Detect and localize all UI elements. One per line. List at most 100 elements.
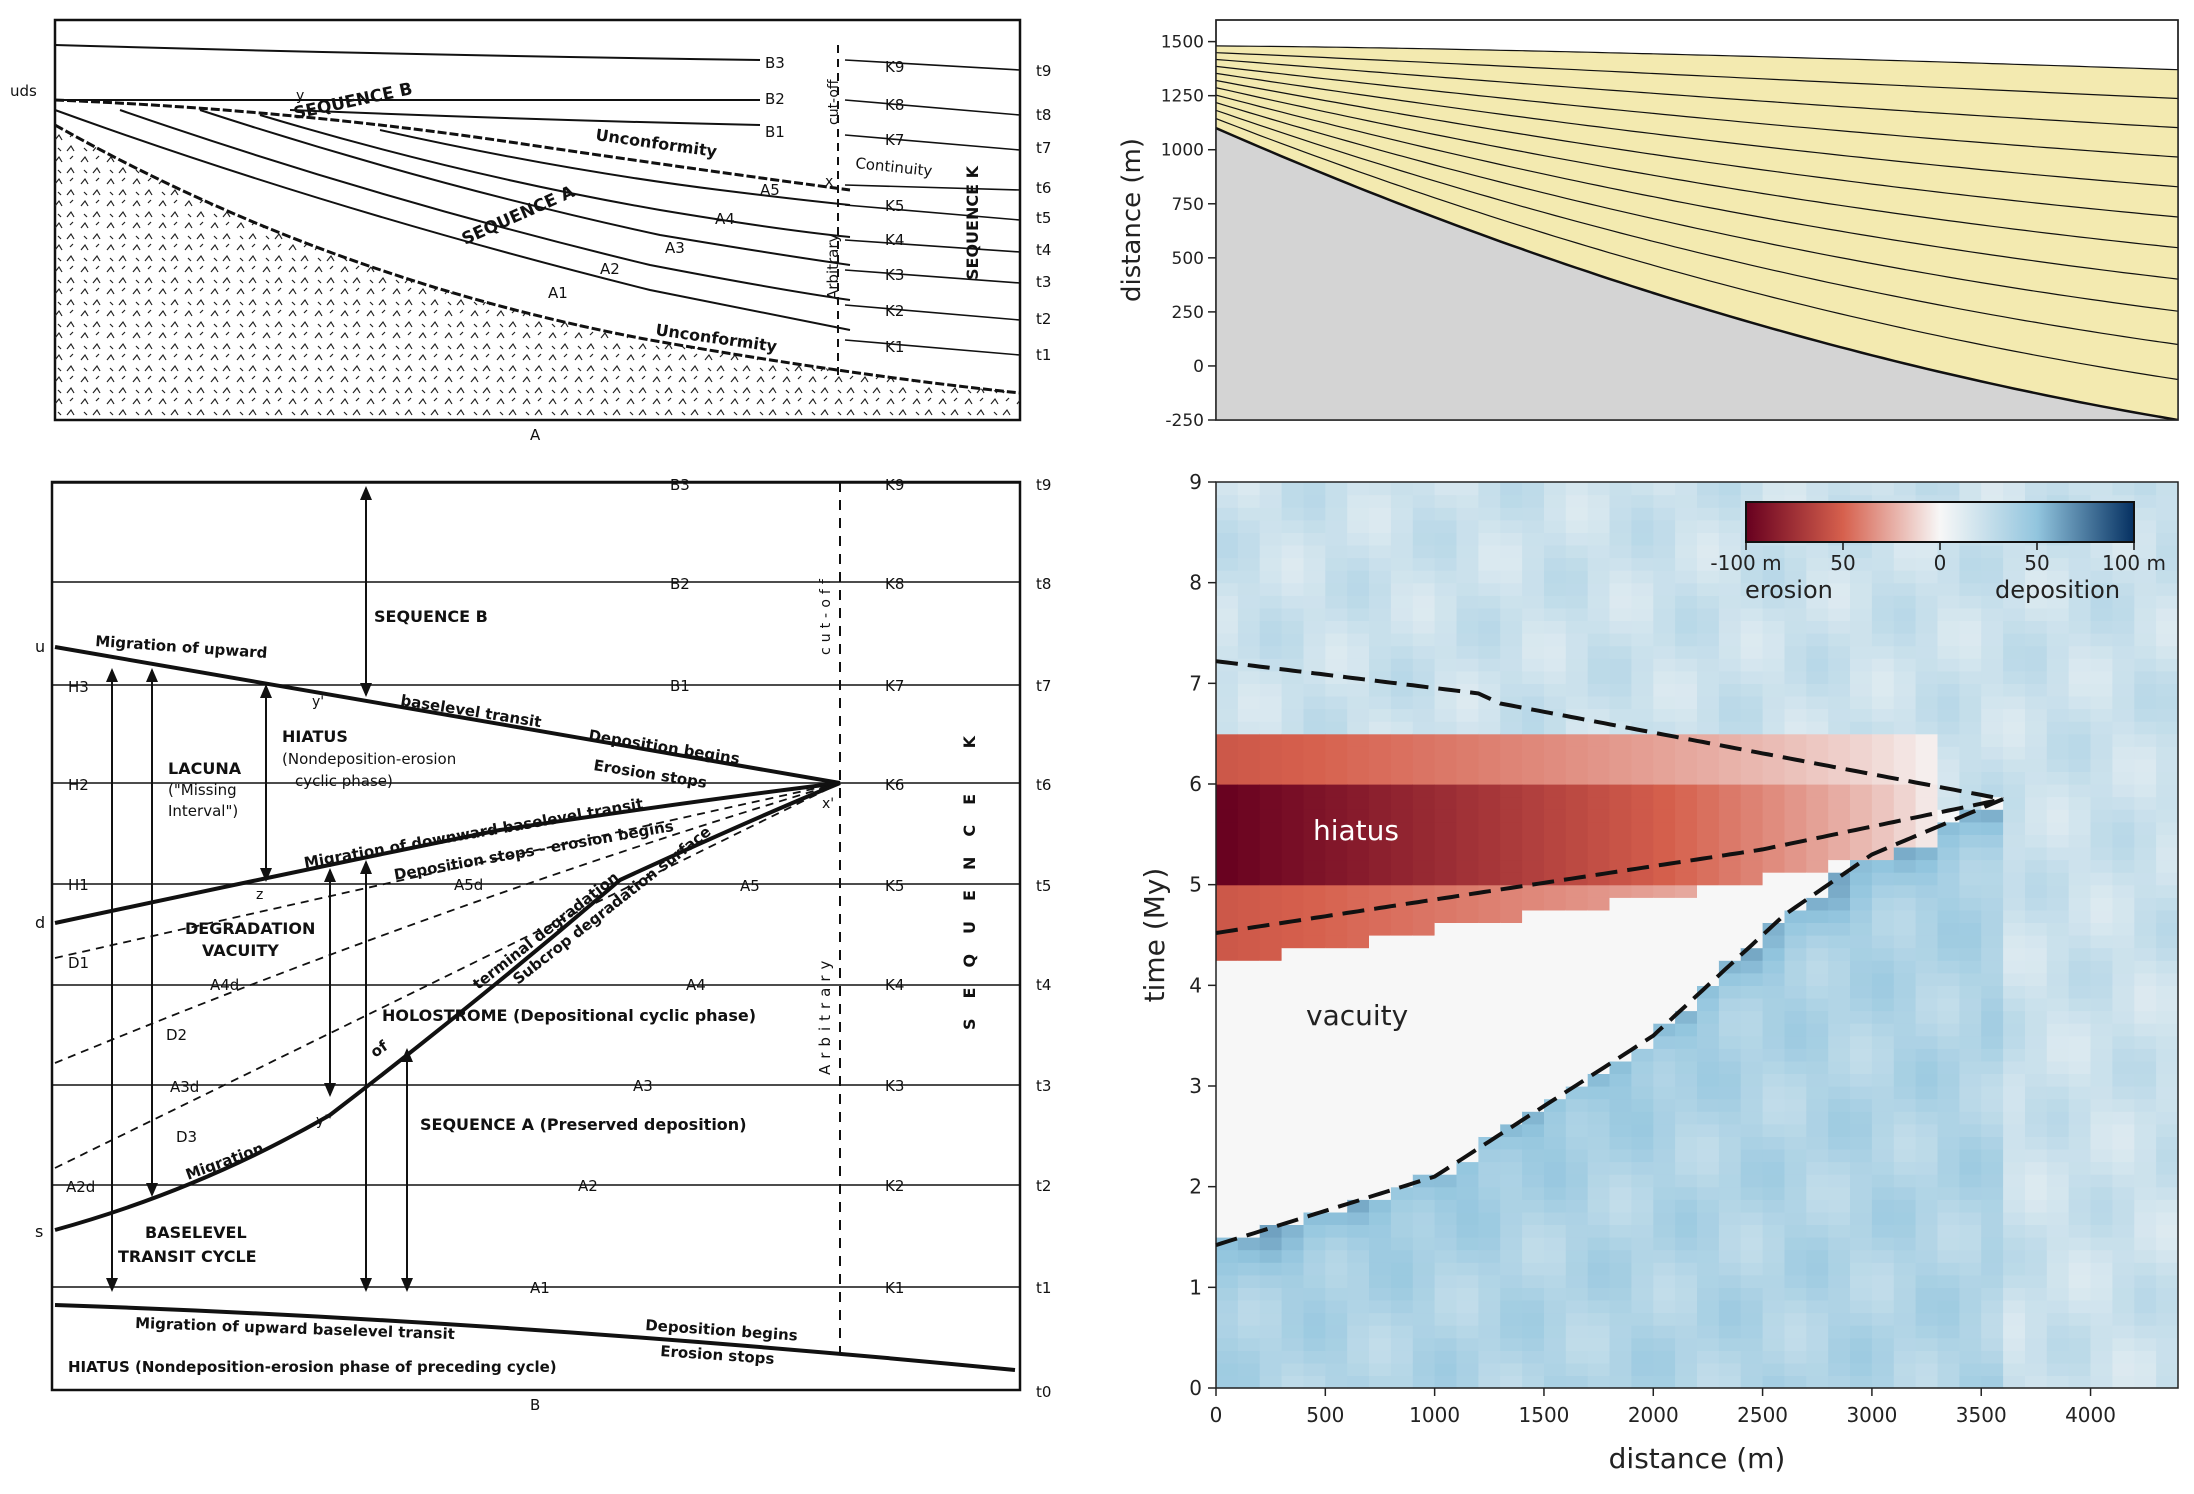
- heatmap-cell: [1412, 1186, 1436, 1200]
- heatmap-cell: [1981, 607, 2004, 621]
- heatmap-cell: [2003, 746, 2026, 760]
- heatmap-cell: [2134, 1262, 2157, 1276]
- heatmap-cell: [2156, 1186, 2179, 1200]
- heatmap-cell: [1587, 834, 1611, 848]
- heatmap-cell: [1784, 997, 1807, 1012]
- panel-b-a4-label: A4: [686, 976, 706, 994]
- heatmap-cell: [1565, 922, 1589, 936]
- heatmap-cell: [1784, 1186, 1807, 1200]
- heatmap-cell: [1565, 557, 1589, 571]
- heatmap-cell: [1390, 897, 1414, 911]
- heatmap-cell: [1390, 1224, 1414, 1238]
- heatmap-cell: [1893, 1086, 1917, 1100]
- heatmap-cell: [1369, 507, 1392, 521]
- heatmap-cell: [1893, 784, 1917, 798]
- heatmap-cell: [1325, 985, 1348, 999]
- heatmap-cell: [1434, 972, 1458, 986]
- heatmap-cell: [1390, 1312, 1414, 1326]
- heatmap-cell: [1565, 909, 1589, 923]
- heatmap-cell: [1434, 670, 1458, 684]
- heatmap-cell: [1565, 1287, 1589, 1301]
- heatmap-cell: [2068, 733, 2092, 747]
- heatmap-cell: [1959, 708, 1982, 722]
- heatmap-cell: [2112, 1048, 2135, 1062]
- heatmap-cell: [2112, 633, 2135, 647]
- heatmap-cell: [1937, 708, 1960, 722]
- heatmap-cell: [1828, 557, 1851, 571]
- heatmap-cell: [1565, 633, 1589, 647]
- heatmap-cell: [1412, 645, 1436, 659]
- heatmap-cell: [1893, 922, 1917, 936]
- heatmap-cell: [1565, 1337, 1589, 1351]
- heatmap-cell: [1544, 1337, 1567, 1351]
- heatmap-cell: [2112, 859, 2135, 873]
- heatmap-cell: [1893, 1161, 1917, 1175]
- heatmap-cell: [1653, 1098, 1676, 1112]
- heatmap-cell: [1478, 1211, 1501, 1225]
- heatmap-cell: [2134, 532, 2157, 546]
- heatmap-cell: [1216, 570, 1239, 584]
- heatmap-cell: [2068, 1299, 2092, 1314]
- heatmap-cell: [1259, 1098, 1283, 1112]
- heatmap-cell: [1347, 607, 1370, 621]
- heatmap-cell: [1850, 544, 1873, 559]
- heatmap-cell: [1609, 658, 1632, 672]
- heatmap-cell: [1237, 557, 1261, 571]
- heatmap-cell: [1609, 1299, 1632, 1314]
- heatmap-cell: [1915, 1274, 1939, 1288]
- heatmap-cell: [1959, 658, 1982, 672]
- heatmap-cell: [2003, 620, 2026, 634]
- heatmap-cell: [1456, 922, 1479, 936]
- heatmap-cell: [1893, 1262, 1917, 1276]
- heatmap-cell: [2068, 1337, 2092, 1351]
- heatmap-cell: [1369, 985, 1392, 999]
- heatmap-cell: [1871, 821, 1895, 835]
- heatmap-cell: [1981, 1048, 2004, 1062]
- heatmap-ytick-label: 0: [1189, 1376, 1202, 1400]
- cross-section-ytick-label: 0: [1193, 357, 1204, 377]
- heatmap-cell: [1740, 733, 1764, 747]
- heatmap-cell: [1412, 972, 1436, 986]
- heatmap-cell: [1544, 846, 1567, 861]
- heatmap-cell: [1216, 1174, 1239, 1188]
- heatmap-cell: [1762, 633, 1786, 647]
- heatmap-cell: [1565, 607, 1589, 621]
- heatmap-cell: [1347, 972, 1370, 986]
- heatmap-cell: [1456, 1375, 1479, 1389]
- heatmap-cell: [1850, 670, 1873, 684]
- heatmap-cell: [2134, 1111, 2157, 1125]
- heatmap-cell: [2156, 1299, 2179, 1314]
- heatmap-cell: [1216, 645, 1239, 659]
- heatmap-cell: [1412, 997, 1436, 1012]
- heatmap-cell: [2068, 1136, 2092, 1150]
- heatmap-cell: [1281, 997, 1305, 1012]
- heatmap-cell: [1325, 1274, 1348, 1288]
- heatmap-cell: [1500, 859, 1523, 873]
- heatmap-cell: [1850, 1237, 1873, 1251]
- heatmap-cell: [1259, 683, 1283, 697]
- heatmap-cell: [1369, 582, 1392, 596]
- heatmap-cell: [1259, 1350, 1283, 1364]
- heatmap-cell: [1434, 494, 1458, 508]
- panel-b-k6-label: K6: [885, 776, 904, 794]
- heatmap-cell: [1390, 1136, 1414, 1150]
- heatmap-cell: [1806, 1237, 1829, 1251]
- heatmap-cell: [1959, 872, 1982, 886]
- heatmap-ytick-label: 2: [1189, 1175, 1202, 1199]
- heatmap-cell: [2112, 670, 2135, 684]
- heatmap-cell: [1587, 859, 1611, 873]
- heatmap-cell: [1587, 1199, 1611, 1213]
- panel-b-sequence-b-label: SEQUENCE B: [374, 607, 488, 626]
- heatmap-cell: [2046, 620, 2070, 634]
- heatmap-cell: [1456, 746, 1479, 760]
- heatmap-cell: [2068, 771, 2092, 785]
- heatmap-cell: [1281, 1312, 1305, 1326]
- heatmap-cell: [1522, 1274, 1545, 1288]
- heatmap-cell: [1478, 1375, 1501, 1389]
- heatmap-cell: [2046, 846, 2070, 861]
- heatmap-cell: [1981, 1098, 2004, 1112]
- heatmap-cell: [2068, 658, 2092, 672]
- heatmap-cell: [1216, 1086, 1239, 1100]
- heatmap-cell: [1325, 595, 1348, 609]
- heatmap-cell: [1937, 1350, 1960, 1364]
